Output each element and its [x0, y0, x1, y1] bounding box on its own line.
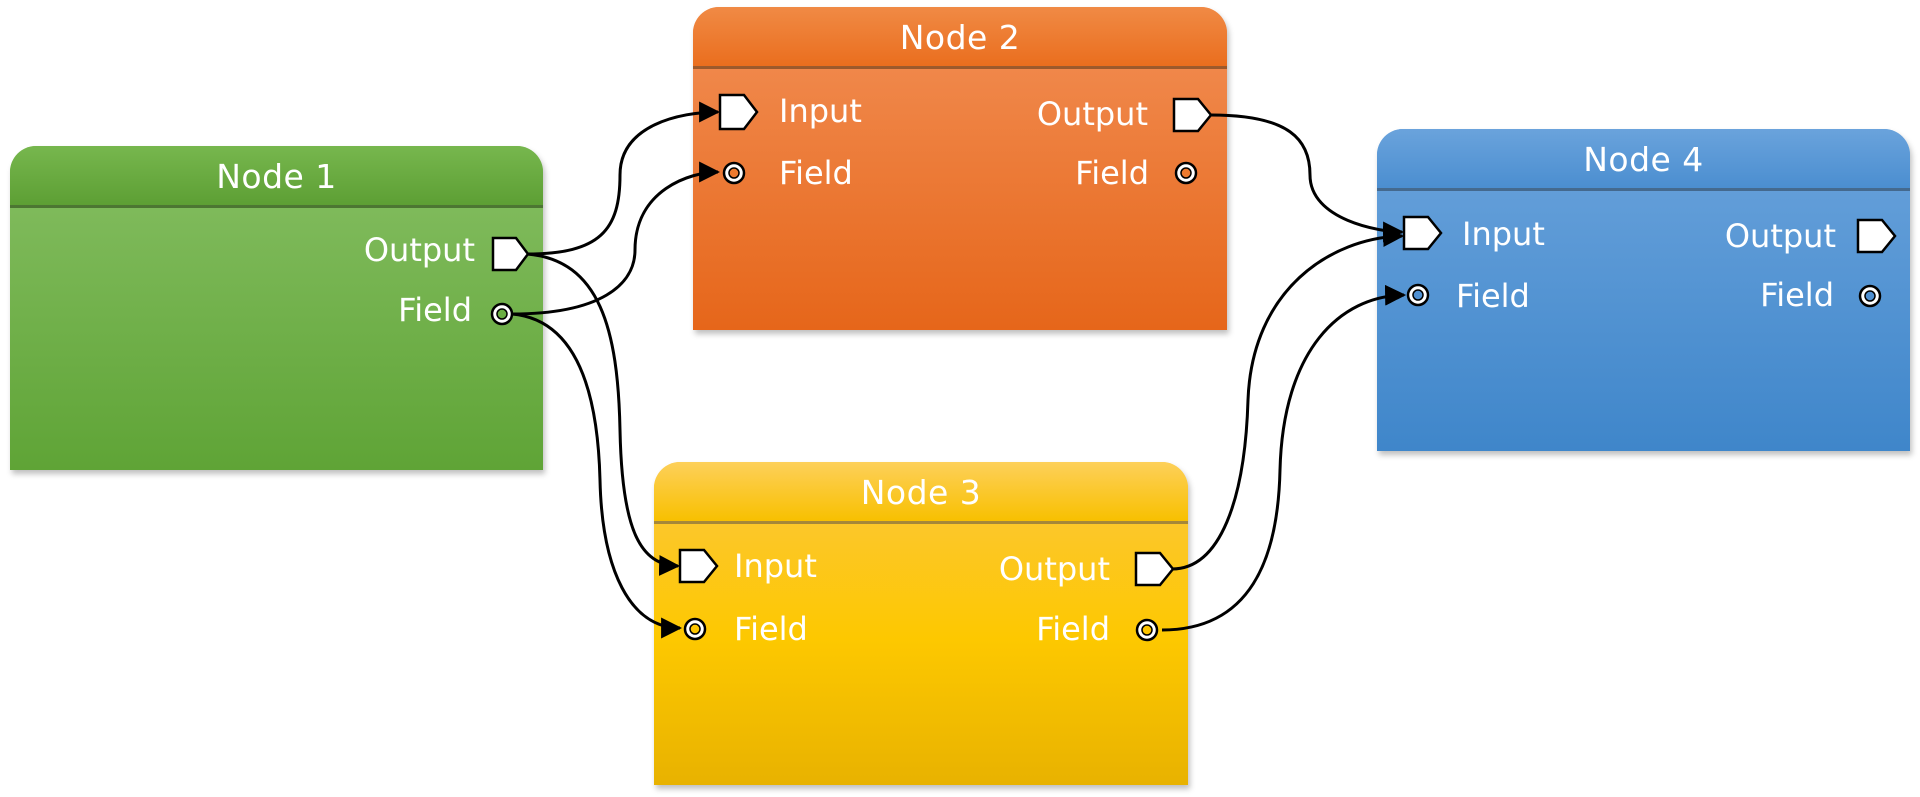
node-3-input-label: Input: [734, 547, 817, 585]
node-2-field-in-label: Field: [779, 154, 853, 192]
node-4-field-in-label: Field: [1456, 277, 1530, 315]
node-2-output-label: Output: [1036, 95, 1148, 133]
node-1[interactable]: Node 1 Output Field: [10, 146, 543, 470]
node-4-output-label: Output: [1724, 217, 1836, 255]
node-4-input-label: Input: [1462, 215, 1545, 253]
node-2-input-label: Input: [779, 92, 862, 130]
node-2-title[interactable]: Node 2: [693, 7, 1227, 69]
node-1-output-label: Output: [363, 231, 475, 269]
node-2[interactable]: Node 2 Input Field Output Field: [693, 7, 1227, 330]
node-3-title[interactable]: Node 3: [654, 462, 1188, 524]
link-node3-field-to-node4-field: [1161, 284, 1407, 632]
node-1-title[interactable]: Node 1: [10, 146, 543, 208]
node-3-field-in-label: Field: [734, 610, 808, 648]
node-4-field-out-label: Field: [1760, 276, 1834, 314]
node-3-field-out-label: Field: [1036, 610, 1110, 648]
link-node2-output-to-node4-input: [1210, 113, 1405, 243]
node-3[interactable]: Node 3 Input Field Output Field: [654, 462, 1188, 785]
node-4[interactable]: Node 4 Input Field Output Field: [1377, 129, 1910, 451]
node-4-title[interactable]: Node 4: [1377, 129, 1910, 191]
link-node1-output-to-node2-input: [526, 101, 721, 256]
node-2-field-out-label: Field: [1075, 154, 1149, 192]
node-3-output-label: Output: [998, 550, 1110, 588]
node-1-field-label: Field: [398, 291, 472, 329]
